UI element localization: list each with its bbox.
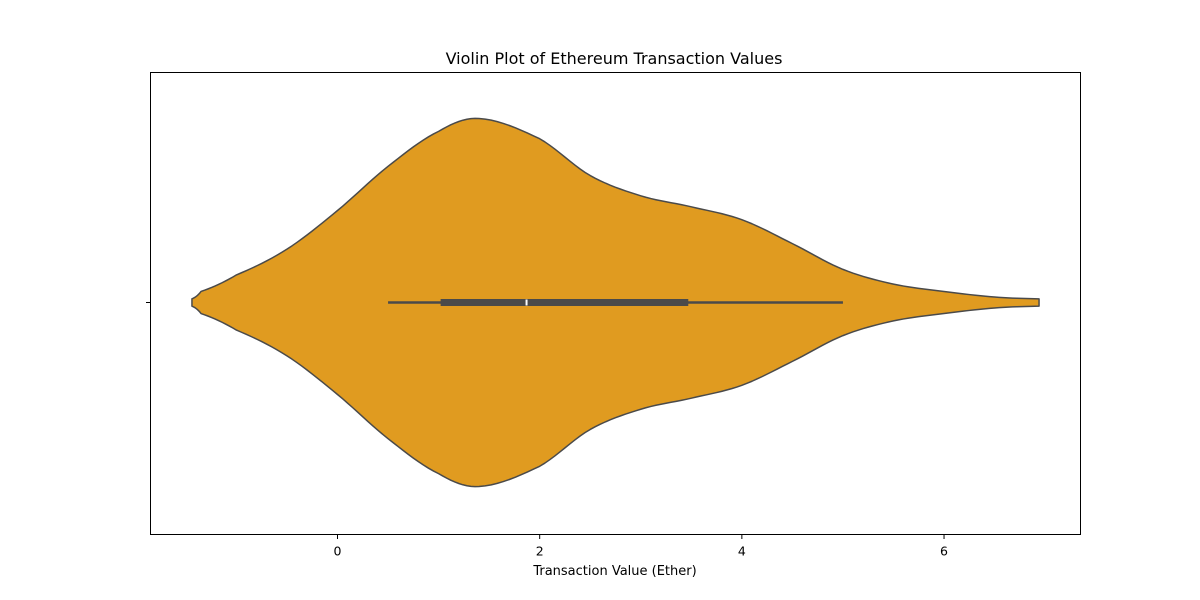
x-tick-label: 6 bbox=[940, 544, 948, 559]
x-axis: 0 2 4 6 bbox=[334, 534, 948, 559]
x-tick-label: 2 bbox=[536, 544, 544, 559]
chart-title: Violin Plot of Ethereum Transaction Valu… bbox=[446, 49, 783, 68]
plot-area bbox=[191, 117, 1040, 488]
iqr-box bbox=[440, 299, 689, 306]
x-tick-label: 0 bbox=[334, 544, 342, 559]
plot-frame bbox=[150, 72, 1081, 535]
x-axis-label: Transaction Value (Ether) bbox=[532, 564, 696, 579]
x-tick-label: 4 bbox=[738, 544, 746, 559]
